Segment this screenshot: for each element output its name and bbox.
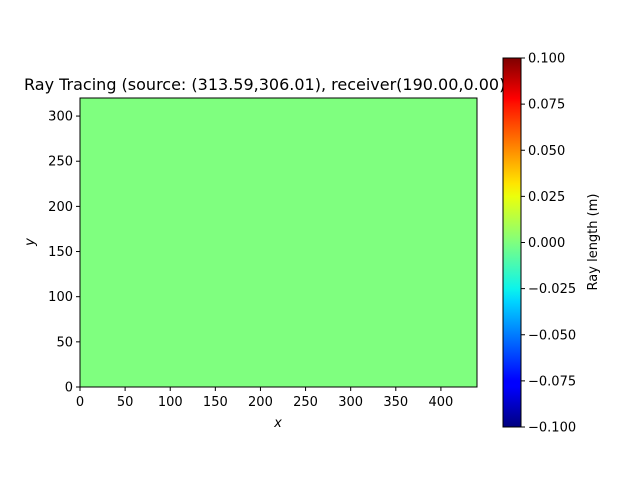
- colorbar-tick-label: −0.025: [528, 282, 576, 297]
- y-tick-label: 0: [65, 381, 73, 396]
- x-tick-label: 200: [248, 395, 273, 410]
- x-axis-ticks: 0 50 100 150 200 250 300 350 400: [76, 387, 453, 410]
- x-tick-label: 300: [338, 395, 363, 410]
- y-tick-label: 250: [48, 155, 73, 170]
- colorbar-tick-label: 0.025: [528, 190, 565, 205]
- colorbar-tick-label: 0.100: [528, 52, 565, 67]
- colorbar-tick-label: 0.000: [528, 236, 565, 251]
- x-tick-label: 0: [76, 395, 84, 410]
- x-tick-label: 100: [158, 395, 183, 410]
- x-axis-label: x: [273, 416, 282, 431]
- y-tick-label: 100: [48, 290, 73, 305]
- heatmap-field: [80, 98, 477, 387]
- chart-title: Ray Tracing (source: (313.59,306.01), re…: [24, 75, 512, 94]
- y-axis-label: y: [23, 238, 38, 247]
- x-tick-label: 250: [293, 395, 318, 410]
- colorbar-tick-label: 0.050: [528, 144, 565, 159]
- colorbar-label: Ray length (m): [586, 194, 601, 291]
- plot-frame: [79, 97, 478, 388]
- y-tick-label: 150: [48, 245, 73, 260]
- x-tick-label: 350: [383, 395, 408, 410]
- y-tick-label: 50: [56, 335, 73, 350]
- colorbar: [502, 57, 522, 428]
- colorbar-tick-label: −0.050: [528, 328, 576, 343]
- colorbar-tick-label: −0.075: [528, 374, 576, 389]
- y-tick-label: 300: [48, 110, 73, 125]
- x-tick-label: 400: [428, 395, 453, 410]
- colorbar-tick-label: 0.075: [528, 98, 565, 113]
- colorbar-ticks: 0.100 0.075 0.050 0.025 0.000 −0.025 −0.050 −0.…: [521, 52, 576, 436]
- colorbar-tick-label: −0.100: [528, 421, 576, 436]
- x-tick-label: 150: [203, 395, 228, 410]
- y-axis-ticks: 0 50 100 150 200 250 300: [48, 110, 80, 396]
- x-tick-label: 50: [117, 395, 134, 410]
- y-tick-label: 200: [48, 200, 73, 215]
